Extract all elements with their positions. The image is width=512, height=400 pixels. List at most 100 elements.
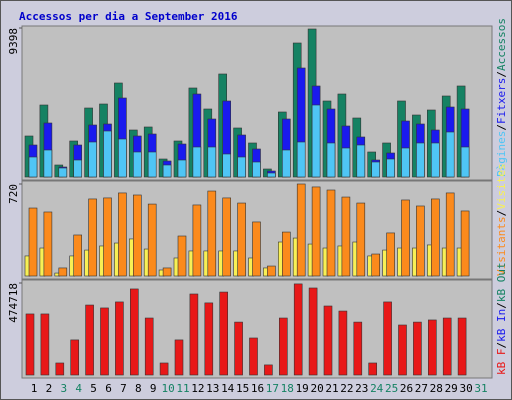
- legend-separator: /: [495, 302, 508, 309]
- bar: [460, 146, 470, 178]
- bar: [58, 167, 68, 178]
- x-tick-label: 20: [310, 382, 323, 395]
- bar: [40, 313, 50, 376]
- bar: [177, 159, 187, 178]
- bar: [386, 232, 395, 277]
- bar: [88, 198, 97, 277]
- legend-entry: kB F: [495, 349, 508, 376]
- x-tick-label: 21: [325, 382, 338, 395]
- bar: [147, 203, 157, 277]
- bar: [427, 319, 437, 376]
- bar: [296, 183, 306, 277]
- bar: [85, 304, 94, 376]
- x-tick-label: 8: [135, 382, 142, 395]
- y-tick-label: 720: [7, 184, 20, 204]
- bar: [413, 321, 422, 376]
- x-tick-label: 27: [415, 382, 428, 395]
- legend-entry: kB In: [495, 309, 508, 342]
- bar: [338, 310, 348, 376]
- bar: [460, 210, 470, 277]
- x-tick-label: 25: [385, 382, 398, 395]
- bar: [207, 190, 217, 277]
- x-tick-label: 3: [60, 382, 67, 395]
- bar: [356, 144, 366, 178]
- bar: [326, 189, 336, 277]
- bar: [234, 321, 243, 376]
- bar: [88, 141, 97, 178]
- bar: [147, 151, 157, 178]
- legend-entry: Fitxers: [495, 78, 508, 124]
- bar: [55, 362, 65, 376]
- x-tick-label: 14: [221, 382, 235, 395]
- chart-title: Accessos per dia a September 2016: [19, 10, 238, 23]
- legend-entry: Pàgines: [495, 131, 508, 177]
- bar: [371, 253, 381, 277]
- x-tick-label: 9: [150, 382, 157, 395]
- bar: [308, 287, 318, 376]
- x-tick-label: 16: [251, 382, 264, 395]
- bar: [430, 142, 440, 178]
- bar: [100, 307, 109, 376]
- bar: [70, 339, 79, 376]
- x-tick-label: 28: [430, 382, 443, 395]
- x-tick-label: 12: [191, 382, 204, 395]
- legend-entry: Visitants: [495, 216, 508, 276]
- bar: [192, 146, 202, 178]
- bar: [416, 142, 425, 178]
- bar: [311, 104, 321, 178]
- bar: [144, 317, 154, 376]
- bar: [401, 199, 410, 277]
- x-tick-label: 18: [281, 382, 294, 395]
- bar: [341, 147, 351, 178]
- bar: [249, 337, 258, 376]
- bar: [326, 142, 336, 178]
- bar: [237, 156, 246, 178]
- legend-separator: /: [495, 342, 508, 349]
- x-tick-label: 22: [340, 382, 353, 395]
- bar: [219, 291, 228, 376]
- bar: [159, 362, 169, 376]
- bar: [398, 324, 407, 376]
- legend-separator: /: [495, 210, 508, 217]
- bar: [237, 202, 246, 277]
- bar: [278, 317, 288, 376]
- x-tick-label: 2: [46, 382, 53, 395]
- x-tick-label: 29: [445, 382, 458, 395]
- bar: [133, 151, 142, 178]
- bar: [73, 159, 82, 178]
- bar: [267, 265, 276, 277]
- bar: [174, 339, 184, 376]
- bar: [177, 235, 187, 277]
- legend: kB F/kB In/kB Out: [495, 262, 508, 375]
- bar: [281, 149, 291, 178]
- legend-separator: /: [495, 71, 508, 78]
- y-tick-label: 474718: [7, 283, 20, 323]
- legend-separator: /: [495, 124, 508, 131]
- bar: [264, 364, 273, 376]
- legend-entry: Visites: [495, 163, 508, 209]
- bar: [252, 221, 261, 277]
- bar: [207, 146, 217, 178]
- bar: [118, 192, 127, 277]
- bar: [386, 158, 395, 178]
- bar: [323, 305, 333, 376]
- bar: [341, 196, 351, 277]
- bar: [356, 202, 366, 277]
- bar: [401, 147, 410, 178]
- bar: [162, 164, 172, 178]
- y-tick-label: 9398: [7, 28, 20, 55]
- x-tick-label: 26: [400, 382, 413, 395]
- bar: [457, 317, 467, 376]
- bar: [371, 161, 381, 178]
- bar: [25, 313, 35, 376]
- bar: [252, 161, 261, 178]
- bar: [133, 194, 142, 277]
- x-tick-label: 17: [266, 382, 279, 395]
- bar: [311, 186, 321, 277]
- legend-entry: Accessos: [495, 18, 508, 71]
- x-tick-label: 1: [31, 382, 38, 395]
- bar: [115, 301, 124, 376]
- bar: [281, 231, 291, 277]
- bar: [430, 198, 440, 277]
